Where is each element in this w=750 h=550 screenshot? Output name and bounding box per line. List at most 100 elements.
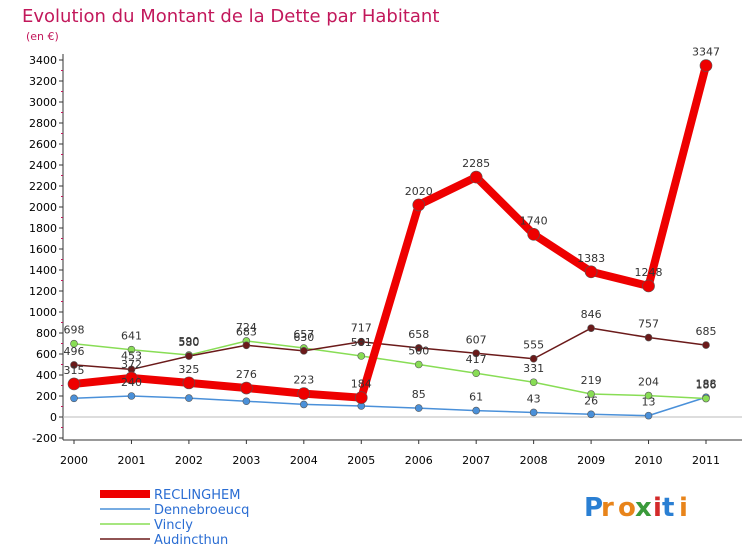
series-line-dennebroeucq bbox=[73, 395, 707, 417]
y-tick-label: 2400 bbox=[29, 159, 57, 172]
data-label-reclinghem: 315 bbox=[64, 364, 85, 377]
data-point-reclinghem bbox=[182, 376, 196, 390]
data-point-dennebroeucq bbox=[70, 394, 78, 403]
data-point-audincthun bbox=[472, 349, 480, 358]
data-point-vincly bbox=[414, 360, 423, 369]
data-label-reclinghem: 1740 bbox=[520, 214, 548, 227]
data-point-audincthun bbox=[414, 344, 423, 352]
x-tick-label: 2006 bbox=[405, 454, 433, 467]
data-label-vincly: 581 bbox=[351, 336, 372, 349]
data-point-audincthun bbox=[300, 347, 308, 355]
legend-label-reclinghem: RECLINGHEM bbox=[154, 488, 240, 503]
legend-label-audincthun: Audincthun bbox=[154, 533, 228, 548]
data-label-reclinghem: 223 bbox=[293, 374, 314, 387]
data-label-audincthun: 683 bbox=[236, 325, 257, 338]
data-point-reclinghem bbox=[469, 170, 483, 184]
data-point-dennebroeucq bbox=[127, 392, 136, 400]
y-tick-label: 2800 bbox=[29, 117, 57, 130]
legend-label-dennebroeucq: Dennebroeucq bbox=[154, 503, 249, 518]
data-point-reclinghem bbox=[584, 265, 598, 279]
data-point-dennebroeucq bbox=[587, 410, 595, 419]
y-tick-label: 2200 bbox=[29, 180, 57, 193]
logo-letter: x bbox=[635, 493, 652, 523]
x-tick-label: 2005 bbox=[347, 454, 375, 467]
data-point-audincthun bbox=[702, 341, 710, 349]
data-point-audincthun bbox=[587, 324, 595, 332]
data-point-reclinghem bbox=[67, 377, 81, 391]
chart-subtitle: (en €) bbox=[26, 30, 59, 43]
data-point-dennebroeucq bbox=[300, 400, 308, 409]
data-point-audincthun bbox=[529, 354, 538, 363]
data-label-vincly: 698 bbox=[64, 324, 85, 337]
y-tick-label: 400 bbox=[36, 369, 57, 382]
data-point-dennebroeucq bbox=[529, 408, 538, 417]
legend-label-vincly: Vincly bbox=[154, 518, 193, 533]
y-tick-label: 3400 bbox=[29, 54, 57, 67]
data-label-dennebroeucq: 13 bbox=[642, 396, 656, 409]
data-labels: 240 85 61 43 26 13 188 698 641 590 724 657 581 500 417… bbox=[64, 46, 721, 409]
data-point-dennebroeucq bbox=[242, 397, 251, 406]
series-lines bbox=[67, 59, 713, 420]
y-tick-label: 600 bbox=[36, 348, 57, 361]
y-tick-label: 1200 bbox=[29, 285, 57, 298]
data-point-audincthun bbox=[644, 333, 653, 342]
series-line-audincthun bbox=[73, 327, 707, 371]
data-point-audincthun bbox=[185, 352, 193, 360]
data-point-reclinghem bbox=[297, 387, 311, 400]
y-tick-label: 800 bbox=[36, 327, 57, 340]
x-tick-label: 2010 bbox=[635, 454, 663, 467]
data-label-audincthun: 555 bbox=[523, 339, 544, 352]
logo-letter: i bbox=[679, 493, 688, 523]
data-label-reclinghem: 276 bbox=[236, 368, 257, 381]
data-label-vincly: 204 bbox=[638, 376, 659, 389]
data-label-vincly: 724 bbox=[236, 321, 257, 334]
data-label-reclinghem: 184 bbox=[351, 378, 372, 391]
data-label-audincthun: 453 bbox=[121, 349, 142, 362]
data-label-vincly: 331 bbox=[523, 362, 544, 375]
data-label-audincthun: 717 bbox=[351, 322, 372, 335]
data-point-reclinghem bbox=[354, 391, 368, 404]
data-label-vincly: 500 bbox=[408, 345, 429, 358]
data-point-vincly bbox=[70, 339, 78, 348]
y-tick-label: 2000 bbox=[29, 201, 57, 214]
y-tick-label: 3200 bbox=[29, 75, 57, 88]
data-point-audincthun bbox=[70, 361, 78, 369]
data-point-audincthun bbox=[357, 337, 366, 346]
data-point-reclinghem bbox=[699, 59, 713, 72]
data-point-vincly bbox=[127, 345, 136, 354]
data-point-reclinghem bbox=[240, 381, 253, 395]
logo-letter: t bbox=[662, 493, 674, 523]
data-point-vincly bbox=[529, 378, 538, 387]
data-label-audincthun: 757 bbox=[638, 318, 659, 331]
data-label-vincly: 417 bbox=[466, 353, 487, 366]
y-tick-label: -200 bbox=[32, 432, 57, 445]
series-line-reclinghem bbox=[70, 61, 710, 402]
data-point-dennebroeucq bbox=[414, 404, 423, 412]
data-point-reclinghem bbox=[125, 371, 138, 385]
data-point-dennebroeucq bbox=[644, 411, 653, 420]
data-label-reclinghem: 2285 bbox=[462, 157, 490, 170]
data-label-audincthun: 685 bbox=[696, 325, 717, 338]
y-tick-label: 200 bbox=[36, 390, 57, 403]
data-label-audincthun: 607 bbox=[466, 333, 487, 346]
data-label-dennebroeucq: 85 bbox=[412, 388, 426, 401]
data-point-vincly bbox=[357, 352, 366, 360]
data-point-vincly bbox=[702, 394, 710, 403]
x-tick-label: 2003 bbox=[232, 454, 260, 467]
data-label-vincly: 186 bbox=[696, 379, 717, 392]
data-label-vincly: 219 bbox=[581, 374, 602, 387]
data-label-vincly: 641 bbox=[121, 330, 142, 343]
logo-letter: P bbox=[584, 493, 603, 523]
data-label-reclinghem: 372 bbox=[121, 358, 142, 371]
x-tick-label: 2009 bbox=[577, 454, 605, 467]
x-tick-label: 2001 bbox=[117, 454, 145, 467]
chart-title: Evolution du Montant de la Dette par Hab… bbox=[22, 6, 439, 27]
data-point-audincthun bbox=[242, 341, 251, 350]
x-tick-label: 2002 bbox=[175, 454, 203, 467]
x-tick-label: 2008 bbox=[520, 454, 548, 467]
data-label-audincthun: 846 bbox=[581, 308, 602, 321]
data-label-dennebroeucq: 188 bbox=[696, 377, 717, 390]
